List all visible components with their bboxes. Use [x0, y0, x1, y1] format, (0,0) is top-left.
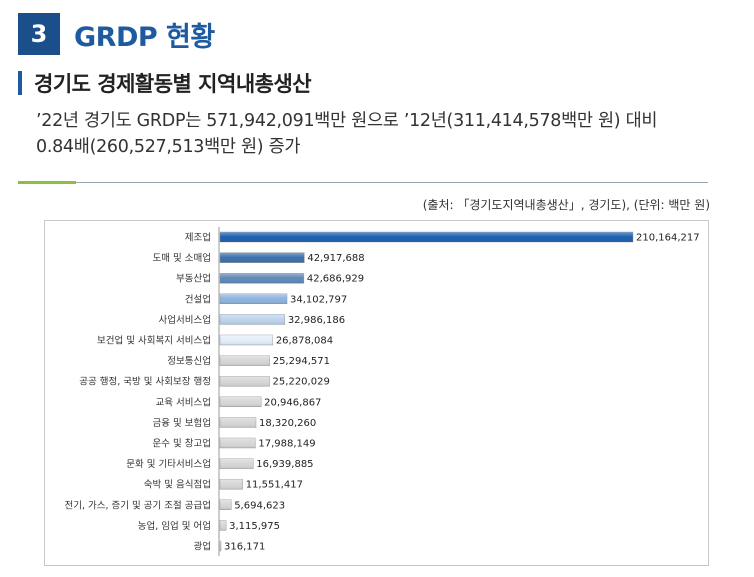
category-label: 도매 및 소매업: [153, 252, 211, 264]
category-label: 공공 행정, 국방 및 사회보장 행정: [79, 376, 211, 388]
value-label: 26,878,084: [276, 336, 333, 347]
bar-shading: [220, 499, 232, 510]
value-label: 3,115,975: [229, 521, 280, 532]
bar-shading: [220, 458, 254, 469]
value-label: 25,294,571: [273, 356, 330, 367]
description-line-2: 0.84배(260,527,513백만 원) 증가: [36, 137, 301, 157]
chart-container: 제조업 210,164,217 도매 및 소매업 42,917,688 부동산업 42,6…: [44, 220, 709, 566]
bar-shading: [220, 479, 243, 490]
value-label: 42,917,688: [307, 253, 364, 264]
category-label: 광업: [194, 541, 211, 553]
value-label: 210,164,217: [636, 233, 700, 244]
sub-header-accent-bar: [18, 71, 22, 95]
value-label: 42,686,929: [307, 274, 364, 285]
category-label: 금융 및 보험업: [153, 417, 211, 429]
value-label: 18,320,260: [259, 418, 316, 429]
value-label: 34,102,797: [290, 294, 347, 305]
value-label: 17,988,149: [258, 439, 315, 450]
bar-shading: [220, 438, 256, 448]
value-label: 32,986,186: [288, 315, 345, 326]
category-label: 사업서비스업: [159, 314, 211, 326]
sub-title: 경기도 경제활동별 지역내총생산: [34, 72, 312, 96]
category-label: 운수 및 창고업: [153, 438, 211, 450]
bar-shading: [220, 335, 273, 345]
category-label: 교육 서비스업: [156, 396, 211, 408]
bar-shading: [220, 252, 305, 263]
bar-shading: [220, 355, 270, 366]
source-note: (출처: 「경기도지역내총생산」, 경기도), (단위: 백만 원): [422, 198, 710, 212]
bar-shading: [220, 232, 633, 242]
value-label: 25,220,029: [273, 377, 330, 388]
bar-shading: [220, 396, 262, 407]
value-label: 11,551,417: [246, 480, 303, 491]
description: ’22년 경기도 GRDP는 571,942,091백만 원으로 ’12년(31…: [36, 108, 741, 160]
category-label: 건설업: [185, 293, 211, 305]
sub-header: 경기도 경제활동별 지역내총생산: [18, 68, 312, 98]
bar-shading: [220, 520, 227, 531]
bar-shading: [220, 314, 285, 325]
value-label: 16,939,885: [256, 459, 313, 470]
section-title: GRDP 현황: [74, 21, 215, 53]
category-label: 문화 및 기타서비스업: [126, 458, 211, 470]
category-label: 전기, 가스, 증기 및 공기 조절 공급업: [64, 499, 211, 511]
divider-accent: [18, 181, 76, 184]
section-number-badge: 3: [18, 13, 60, 55]
bar-shading: [220, 293, 288, 304]
section-header: 3 GRDP 현황: [18, 13, 215, 55]
category-label: 농업, 임업 및 어업: [138, 520, 211, 532]
value-label: 20,946,867: [264, 397, 321, 408]
bar-shading: [220, 417, 257, 428]
bar-chart: 제조업 210,164,217 도매 및 소매업 42,917,688 부동산업 42,6…: [64, 227, 700, 556]
bar-shading: [220, 273, 304, 284]
value-label: 316,171: [224, 542, 265, 553]
bar-shading: [220, 376, 270, 387]
category-label: 숙박 및 음식점업: [144, 479, 211, 491]
value-label: 5,694,623: [234, 500, 285, 511]
bar-shading: [220, 541, 221, 551]
category-label: 부동산업: [176, 273, 211, 285]
divider-line: [18, 182, 708, 183]
category-label: 정보통신업: [167, 355, 211, 367]
category-label: 보건업 및 사회복지 서비스업: [97, 335, 211, 347]
description-line-1: ’22년 경기도 GRDP는 571,942,091백만 원으로 ’12년(31…: [36, 111, 658, 131]
category-label: 제조업: [185, 232, 211, 244]
